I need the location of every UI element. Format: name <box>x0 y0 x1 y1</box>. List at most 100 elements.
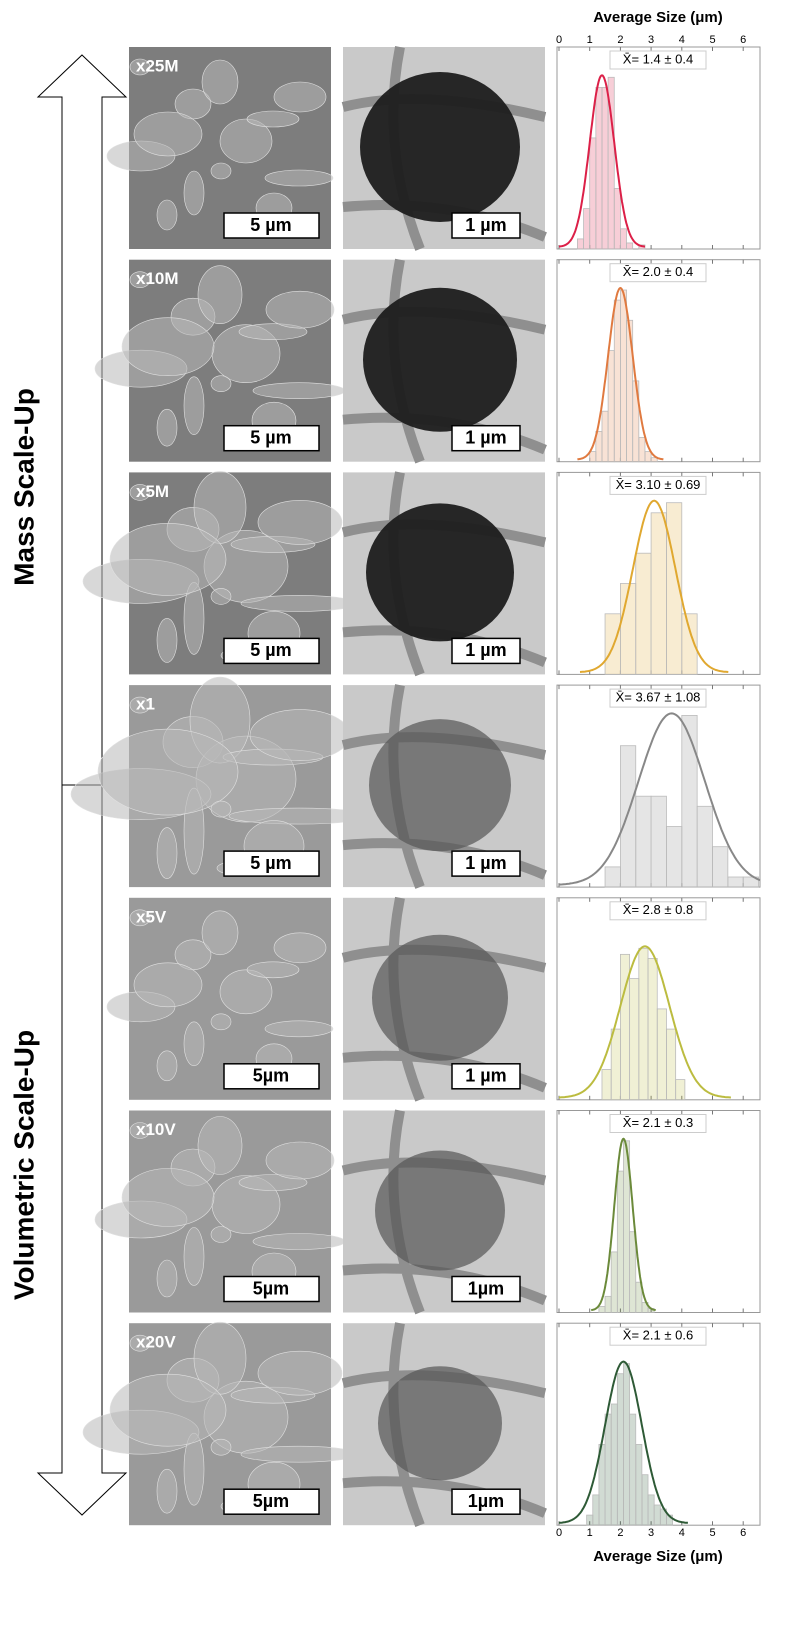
sem-particle <box>122 318 214 376</box>
sem-particle <box>134 112 202 156</box>
tem-scale-label: 1 µm <box>465 427 506 447</box>
histogram-bar <box>657 1009 666 1100</box>
tem-particle <box>372 935 508 1061</box>
sem-particle <box>211 163 231 179</box>
x-tick-label: 6 <box>740 1527 746 1539</box>
histogram-bar <box>627 243 633 249</box>
histogram-bar <box>651 513 666 675</box>
histogram-bar <box>605 867 620 887</box>
sem-particle <box>253 1234 345 1250</box>
histogram-bar <box>651 796 666 887</box>
sem-particle <box>184 1022 204 1066</box>
sem-particle <box>184 171 204 215</box>
sem-scale-label: 5 µm <box>250 427 291 447</box>
histogram-bar <box>666 1029 675 1100</box>
mass-label: Mass Scale-Up <box>8 388 39 586</box>
x-tick-label: 0 <box>556 34 562 46</box>
sem-particle <box>122 1169 214 1227</box>
histogram-frame <box>557 260 760 462</box>
histogram-bar <box>639 437 645 461</box>
histogram-bar <box>642 1475 648 1526</box>
sample-label: x25M <box>136 56 179 75</box>
histogram-bar <box>697 806 712 887</box>
tem-particle <box>363 288 517 432</box>
histogram-bar <box>620 290 626 462</box>
histogram-bar <box>617 1374 623 1526</box>
histogram-bar <box>639 948 648 1100</box>
x-tick-label: 3 <box>648 34 654 46</box>
histogram-bar <box>605 1296 611 1312</box>
volumetric-label: Volumetric Scale-Up <box>8 1030 39 1300</box>
sem-particle <box>198 266 242 324</box>
histogram-bar <box>608 351 614 462</box>
tem-scale-label: 1 µm <box>465 215 506 235</box>
histogram-bar <box>630 1232 636 1313</box>
sample-label: x5V <box>136 907 167 926</box>
histogram-bar <box>636 553 651 674</box>
x-tick-label: 3 <box>648 1527 654 1539</box>
histogram-bar <box>620 746 635 887</box>
histogram-bar <box>596 87 602 249</box>
sem-particle <box>110 523 226 595</box>
sem-particle <box>157 828 177 879</box>
sem-particle <box>202 911 238 955</box>
sem-particle <box>274 933 326 963</box>
tem-particle <box>360 72 520 222</box>
histogram-bar <box>645 452 651 462</box>
sample-label: x20V <box>136 1333 176 1352</box>
x-tick-label: 5 <box>709 34 715 46</box>
figure: Mass Scale-Up Volumetric Scale-Up Averag… <box>0 0 791 1635</box>
sem-particle <box>157 1469 177 1513</box>
histogram-bar <box>620 584 635 675</box>
histogram-bar <box>605 614 620 675</box>
histogram-bar <box>623 1364 629 1526</box>
mean-label: X̄= 2.0 ± 0.4 <box>623 264 693 279</box>
histogram-bar <box>584 209 590 249</box>
sem-scale-label: 5µm <box>253 1278 289 1298</box>
x-tick-label: 2 <box>617 1527 623 1539</box>
sem-particle <box>211 1227 231 1243</box>
sem-particle <box>266 1142 334 1179</box>
histogram-bar <box>593 1495 599 1525</box>
sem-particle <box>211 1439 231 1455</box>
histogram-bar <box>654 1505 660 1525</box>
tem-particle <box>375 1151 505 1271</box>
histogram-bar <box>630 1414 636 1525</box>
mean-label: X̄= 2.1 ± 0.3 <box>623 1115 693 1130</box>
sem-scale-label: 5 µm <box>250 640 291 660</box>
histogram-bar <box>602 1070 611 1100</box>
sem-particle <box>184 1228 204 1286</box>
mean-label: X̄= 2.1 ± 0.6 <box>623 1328 693 1343</box>
sem-particle <box>265 170 333 186</box>
mean-label: X̄= 3.10 ± 0.69 <box>616 477 701 492</box>
x-tick-label: 0 <box>556 1527 562 1539</box>
sem-particle <box>247 111 299 127</box>
tem-scale-label: 1 µm <box>465 1066 506 1086</box>
histogram-bar <box>648 1495 654 1525</box>
sem-particle <box>157 1260 177 1297</box>
tem-scale-label: 1µm <box>468 1278 504 1298</box>
histogram-bar <box>614 188 620 249</box>
sem-scale-label: 5 µm <box>250 853 291 873</box>
histogram-bar <box>577 239 583 249</box>
histogram-bar <box>611 1252 617 1313</box>
histogram-bar <box>605 1414 611 1525</box>
sem-particle <box>211 588 231 604</box>
sem-particle <box>202 60 238 104</box>
sem-particle <box>157 1051 177 1081</box>
histogram-bar <box>630 979 639 1100</box>
sem-scale-label: 5µm <box>253 1491 289 1511</box>
sem-particle <box>211 376 231 392</box>
sem-particle <box>241 595 357 611</box>
sem-particle <box>265 1021 333 1037</box>
histogram-bar <box>614 300 620 462</box>
sem-scale-label: 5µm <box>253 1066 289 1086</box>
histogram-bar <box>602 411 608 462</box>
x-tick-label: 5 <box>709 1527 715 1539</box>
histogram-bar <box>602 87 608 249</box>
sem-particle <box>241 1446 357 1462</box>
histogram-bar <box>587 1515 593 1525</box>
histogram-bar <box>617 1171 623 1312</box>
x-axis-label: Average Size (μm) <box>593 9 723 26</box>
histogram-bar <box>590 452 596 462</box>
